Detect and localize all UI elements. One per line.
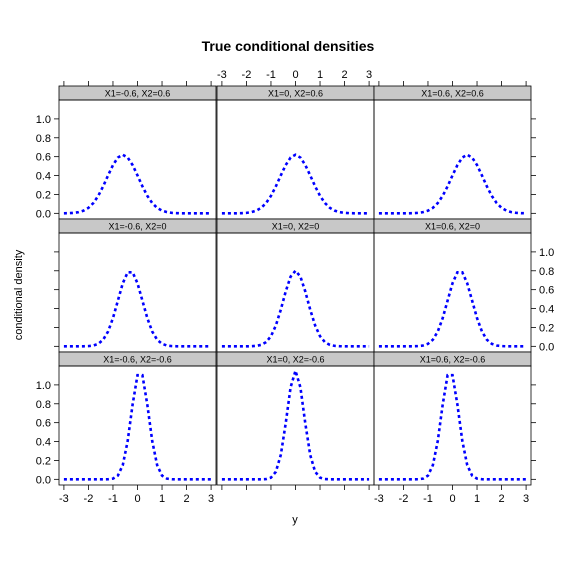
y-tick-label-2-3: 0.6 [36, 418, 51, 430]
x-tick-label-bottom-0-5: 2 [184, 493, 190, 505]
x-tick-label-top-1: -2 [242, 69, 252, 81]
strip-label-1: X1=0, X2=0.6 [268, 89, 323, 99]
y-tick-label-0-2: 0.4 [36, 171, 51, 183]
panel-0 [59, 100, 216, 219]
density-line-4 [222, 271, 369, 347]
panel-6 [59, 366, 216, 485]
x-tick-label-bottom-2-4: 1 [474, 493, 480, 505]
strip-label-6: X1=-0.6, X2=-0.6 [103, 355, 172, 365]
x-tick-label-top-0: -3 [217, 69, 227, 81]
x-axis-title: y [292, 514, 298, 526]
density-line-7 [222, 371, 369, 480]
y-tick-label-2-0: 0.0 [36, 474, 51, 486]
y-tick-label-1-1: 0.2 [539, 322, 554, 334]
strip-label-3: X1=-0.6, X2=0 [108, 222, 166, 232]
x-tick-label-top-6: 3 [366, 69, 372, 81]
y-tick-label-0-3: 0.6 [36, 152, 51, 164]
x-tick-label-bottom-0-2: -1 [108, 493, 118, 505]
y-tick-label-1-0: 0.0 [539, 341, 554, 353]
strip-label-2: X1=0.6, X2=0.6 [421, 89, 484, 99]
y-tick-label-2-5: 1.0 [36, 380, 51, 392]
y-tick-label-1-5: 1.0 [539, 247, 554, 259]
y-tick-label-0-1: 0.2 [36, 189, 51, 201]
panel-7 [217, 366, 374, 485]
x-tick-label-bottom-0-1: -2 [84, 493, 94, 505]
panel-1 [217, 100, 374, 219]
density-line-1 [222, 155, 369, 214]
density-line-0 [64, 155, 211, 214]
x-tick-label-bottom-2-2: -1 [423, 493, 433, 505]
x-tick-label-bottom-2-6: 3 [523, 493, 529, 505]
panel-4 [217, 233, 374, 352]
y-tick-label-1-2: 0.4 [539, 304, 554, 316]
x-tick-label-top-3: 0 [292, 69, 298, 81]
strip-label-4: X1=0, X2=0 [272, 222, 320, 232]
density-line-8 [379, 375, 526, 479]
x-tick-label-bottom-2-0: -3 [374, 493, 384, 505]
strip-label-5: X1=0.6, X2=0 [425, 222, 480, 232]
panel-3 [59, 233, 216, 352]
y-tick-label-1-4: 0.8 [539, 266, 554, 278]
density-line-2 [379, 155, 526, 214]
x-tick-label-top-5: 2 [342, 69, 348, 81]
chart-title: True conditional densities [202, 38, 375, 54]
y-tick-label-0-0: 0.0 [36, 208, 51, 220]
y-tick-label-0-4: 0.8 [36, 133, 51, 145]
strip-label-8: X1=0.6, X2=-0.6 [420, 355, 486, 365]
x-tick-label-top-4: 1 [317, 69, 323, 81]
x-tick-label-bottom-0-0: -3 [59, 493, 69, 505]
y-tick-label-2-2: 0.4 [36, 437, 51, 449]
x-tick-label-bottom-2-3: 0 [449, 493, 455, 505]
density-line-3 [64, 272, 211, 346]
x-tick-label-top-2: -1 [266, 69, 276, 81]
density-line-6 [64, 375, 211, 479]
strip-label-0: X1=-0.6, X2=0.6 [105, 89, 171, 99]
y-tick-label-2-4: 0.8 [36, 399, 51, 411]
y-tick-label-2-1: 0.2 [36, 455, 51, 467]
x-tick-label-bottom-0-6: 3 [208, 493, 214, 505]
x-tick-label-bottom-2-5: 2 [499, 493, 505, 505]
panel-5 [374, 233, 531, 352]
y-tick-label-0-5: 1.0 [36, 114, 51, 126]
y-tick-label-1-3: 0.6 [539, 285, 554, 297]
x-tick-label-bottom-2-1: -2 [399, 493, 409, 505]
x-tick-label-bottom-0-3: 0 [134, 493, 140, 505]
y-axis-title: conditional density [13, 249, 25, 340]
density-line-5 [379, 272, 526, 346]
strip-label-7: X1=0, X2=-0.6 [266, 355, 324, 365]
panel-8 [374, 366, 531, 485]
panel-grid: X1=-0.6, X2=0.6 X1=0, X2=0.6 X1=0.6, X2=0.… [36, 69, 555, 505]
x-tick-label-bottom-0-4: 1 [159, 493, 165, 505]
panel-2 [374, 100, 531, 219]
